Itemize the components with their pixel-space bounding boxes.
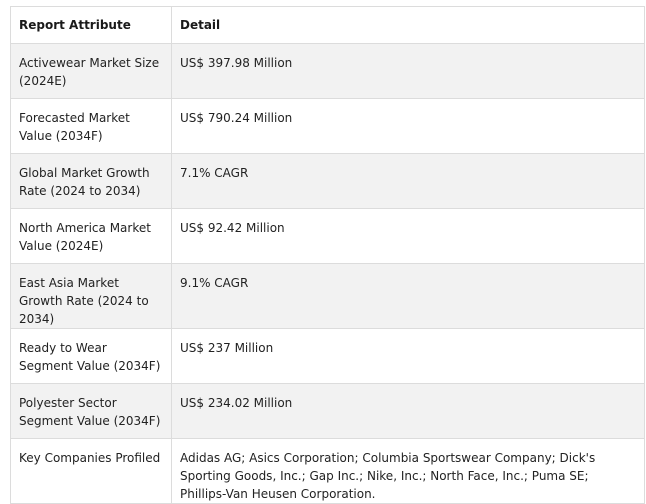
detail-cell: US$ 397.98 Million	[171, 43, 645, 99]
detail-cell: Adidas AG; Asics Corporation; Columbia S…	[171, 438, 645, 504]
table-row: Ready to Wear Segment Value (2034F) US$ …	[10, 328, 645, 384]
table-row: East Asia Market Growth Rate (2024 to 20…	[10, 263, 645, 329]
attribute-cell: Key Companies Profiled	[10, 438, 172, 504]
column-header-detail: Detail	[171, 6, 645, 44]
attribute-cell: Polyester Sector Segment Value (2034F)	[10, 383, 172, 439]
detail-cell: US$ 234.02 Million	[171, 383, 645, 439]
table-row: Key Companies Profiled Adidas AG; Asics …	[10, 438, 645, 504]
detail-cell: US$ 92.42 Million	[171, 208, 645, 264]
table-row: Forecasted Market Value (2034F) US$ 790.…	[10, 98, 645, 154]
detail-cell: US$ 790.24 Million	[171, 98, 645, 154]
attribute-cell: East Asia Market Growth Rate (2024 to 20…	[10, 263, 172, 329]
table-body: Activewear Market Size (2024E) US$ 397.9…	[10, 43, 645, 504]
attribute-cell: Ready to Wear Segment Value (2034F)	[10, 328, 172, 384]
attribute-cell: Activewear Market Size (2024E)	[10, 43, 172, 99]
detail-cell: US$ 237 Million	[171, 328, 645, 384]
table-header: Report Attribute Detail	[10, 6, 645, 44]
table-row: Polyester Sector Segment Value (2034F) U…	[10, 383, 645, 439]
detail-cell: 7.1% CAGR	[171, 153, 645, 209]
attribute-cell: North America Market Value (2024E)	[10, 208, 172, 264]
attribute-cell: Forecasted Market Value (2034F)	[10, 98, 172, 154]
table-row: Activewear Market Size (2024E) US$ 397.9…	[10, 43, 645, 99]
column-header-report-attribute: Report Attribute	[10, 6, 172, 44]
table-row: Global Market Growth Rate (2024 to 2034)…	[10, 153, 645, 209]
table-row: North America Market Value (2024E) US$ 9…	[10, 208, 645, 264]
detail-cell: 9.1% CAGR	[171, 263, 645, 329]
report-attributes-table: Report Attribute Detail Activewear Marke…	[10, 6, 645, 504]
attribute-cell: Global Market Growth Rate (2024 to 2034)	[10, 153, 172, 209]
header-row: Report Attribute Detail	[10, 6, 645, 44]
